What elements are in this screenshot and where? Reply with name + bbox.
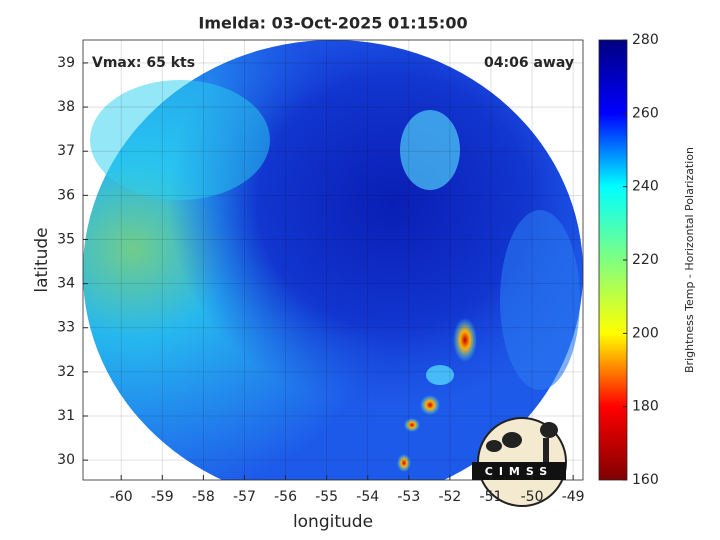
colorbar-tick-label: 200 — [632, 325, 659, 341]
y-tick-label: 35 — [57, 231, 75, 247]
colorbar-tick-label: 220 — [632, 252, 659, 268]
chart-title: Imelda: 03-Oct-2025 01:15:00 — [198, 14, 467, 33]
annotation: 04:06 away — [484, 55, 574, 71]
x-axis-label: longitude — [293, 512, 373, 532]
x-tick-label: -51 — [480, 489, 503, 505]
plot-frame — [82, 39, 584, 481]
x-tick-label: -56 — [274, 489, 297, 505]
brightness-image — [83, 40, 583, 480]
colorbar-label: Brightness Temp - Horizontal Polarizatio… — [683, 147, 696, 373]
y-tick-label: 33 — [57, 320, 75, 336]
y-tick-label: 36 — [57, 187, 75, 203]
x-tick-label: -52 — [438, 489, 461, 505]
x-tick-label: -54 — [356, 489, 379, 505]
x-tick-label: -60 — [110, 489, 133, 505]
y-axis-label: latitude — [32, 227, 52, 292]
annotation: Vmax: 65 kts — [92, 55, 195, 71]
colorbar — [598, 39, 628, 481]
colorbar-tick-label: 160 — [632, 472, 659, 488]
y-tick-label: 34 — [57, 276, 75, 292]
y-tick-label: 31 — [57, 408, 75, 424]
x-tick-label: -49 — [562, 489, 585, 505]
x-tick-label: -55 — [315, 489, 338, 505]
logo-text: CIMSS — [485, 465, 553, 478]
colorbar-tick-label: 280 — [632, 32, 659, 48]
y-tick-label: 39 — [57, 55, 75, 71]
logo: CIMSS — [472, 417, 567, 507]
x-tick-label: -50 — [521, 489, 544, 505]
x-tick-label: -53 — [397, 489, 420, 505]
colorbar-tick-label: 260 — [632, 105, 659, 121]
x-tick-label: -57 — [233, 489, 256, 505]
y-tick-label: 37 — [57, 143, 75, 159]
y-tick-label: 30 — [57, 452, 75, 468]
x-tick-label: -59 — [151, 489, 174, 505]
y-tick-label: 32 — [57, 364, 75, 380]
x-tick-label: -58 — [192, 489, 215, 505]
colorbar-tick-label: 180 — [632, 399, 659, 415]
colorbar-tick-label: 240 — [632, 179, 659, 195]
y-tick-label: 38 — [57, 99, 75, 115]
